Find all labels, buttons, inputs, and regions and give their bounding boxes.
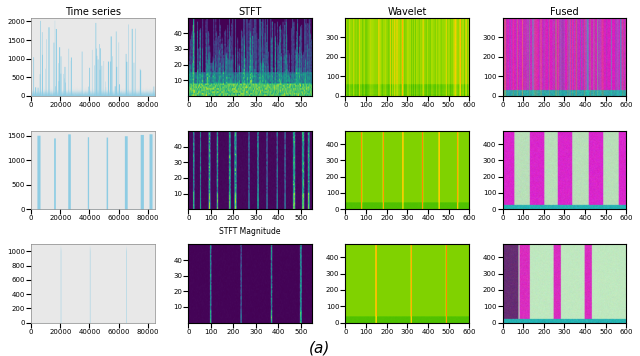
Title: Wavelet: Wavelet	[388, 7, 427, 17]
X-axis label: STFT Magnitude: STFT Magnitude	[220, 227, 281, 236]
Title: Fused: Fused	[550, 7, 579, 17]
Title: Time series: Time series	[65, 7, 121, 17]
Title: STFT: STFT	[239, 7, 262, 17]
Text: (a): (a)	[309, 340, 331, 355]
